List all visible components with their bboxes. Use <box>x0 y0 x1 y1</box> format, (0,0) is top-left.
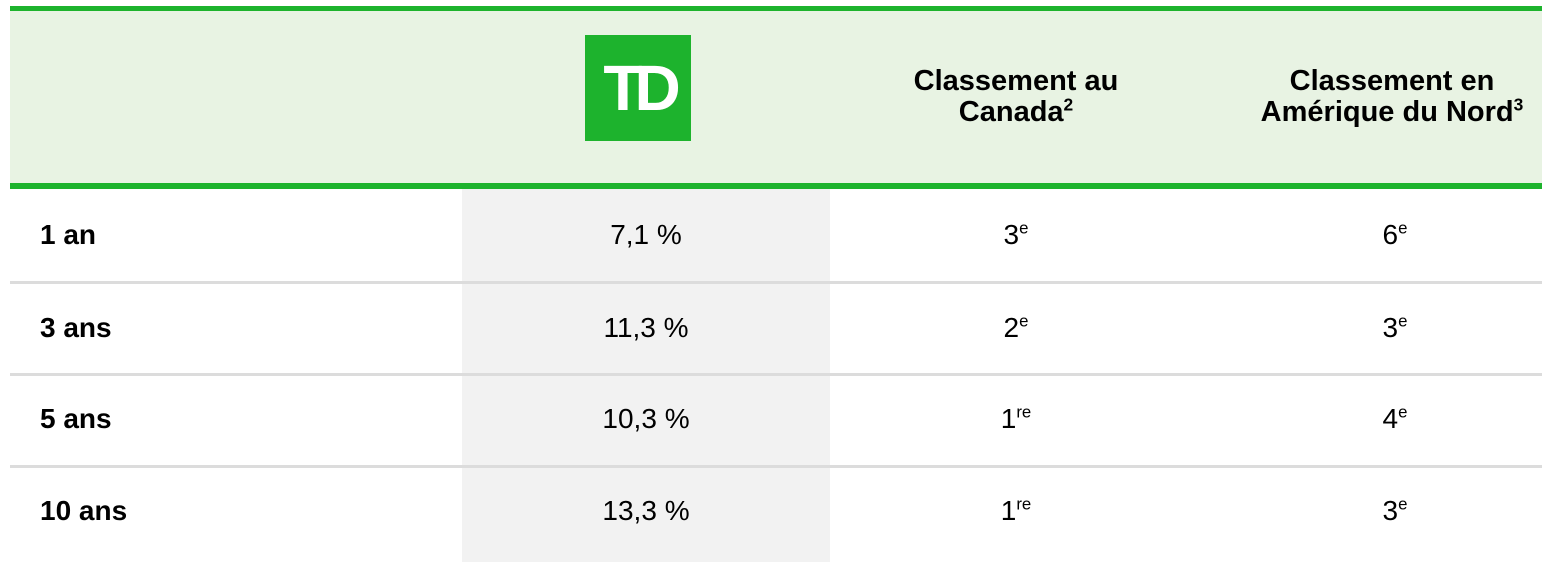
rank: 1 <box>1000 495 1017 526</box>
column-header: Classement au Canada2 <box>881 66 1151 128</box>
column-header: Classement en Amérique du Nord3 <box>1250 66 1534 128</box>
rank-cell: 1re <box>1001 495 1032 527</box>
rank-suffix: e <box>1398 494 1408 514</box>
return-cell: 11,3 % <box>603 312 689 343</box>
rank: 4 <box>1382 403 1399 434</box>
rank-suffix: re <box>1016 402 1032 422</box>
header-background <box>10 11 1542 183</box>
rank-cell: 3e <box>1004 219 1029 251</box>
rank-cell: 6e <box>1383 219 1408 251</box>
rank-cell: 1re <box>1001 403 1032 435</box>
rank-suffix: e <box>1398 218 1408 238</box>
rank: 3 <box>1382 312 1399 343</box>
row-label: 10 ans <box>40 495 128 526</box>
footnote-ref: 3 <box>1513 94 1524 115</box>
rank-suffix: e <box>1398 311 1408 331</box>
row-separator <box>10 281 1542 284</box>
row-separator <box>10 373 1542 376</box>
row-separator <box>10 465 1542 468</box>
return-cell: 7,1 % <box>610 219 682 250</box>
return-cell: 10,3 % <box>602 403 690 434</box>
footnote-ref: 2 <box>1063 94 1074 115</box>
row-label: 3 ans <box>40 312 112 343</box>
row-label: 1 an <box>40 219 97 250</box>
rank: 3 <box>1382 495 1399 526</box>
rank: 3 <box>1003 219 1020 250</box>
rank: 6 <box>1382 219 1399 250</box>
column-header-text: Classement au Canada <box>913 65 1119 128</box>
header-rule <box>10 183 1542 189</box>
rank: 2 <box>1003 312 1020 343</box>
td-logo: TD <box>585 35 691 141</box>
rank: 1 <box>1000 403 1017 434</box>
column-header-text: Classement en Amérique du Nord <box>1260 65 1514 128</box>
rank-suffix: re <box>1016 494 1032 514</box>
rank-cell: 3e <box>1383 312 1408 344</box>
return-cell: 13,3 % <box>602 495 690 526</box>
rank-cell: 4e <box>1383 403 1408 435</box>
rank-cell: 3e <box>1383 495 1408 527</box>
top-rule <box>10 6 1542 11</box>
rank-suffix: e <box>1019 311 1029 331</box>
rank-cell: 2e <box>1004 312 1029 344</box>
row-label: 5 ans <box>40 403 112 434</box>
rank-suffix: e <box>1019 218 1029 238</box>
rank-suffix: e <box>1398 402 1408 422</box>
